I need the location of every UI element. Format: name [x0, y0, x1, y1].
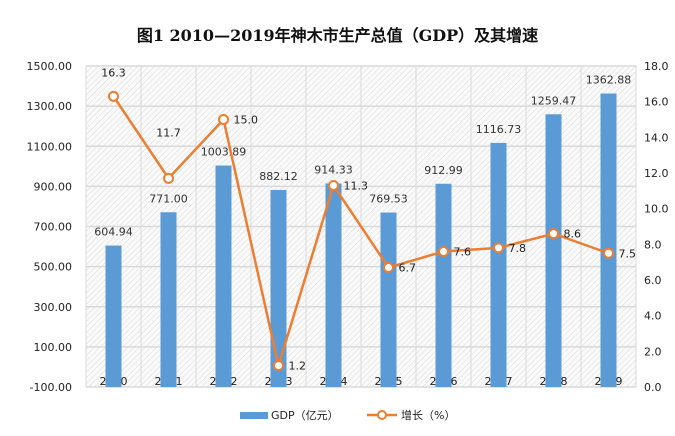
growth-data-label: 11.3 — [344, 179, 369, 192]
growth-marker — [383, 262, 394, 274]
gdp-data-label: 769.53 — [369, 193, 408, 206]
gdp-data-label: 771.00 — [149, 192, 188, 205]
gdp-bar — [380, 212, 397, 387]
gdp-data-label: 882.12 — [259, 170, 298, 183]
growth-marker — [273, 360, 284, 372]
right-tick-label: 14.0 — [644, 131, 669, 144]
gdp-bar — [435, 183, 452, 387]
left-tick-label: -100.00 — [30, 381, 72, 394]
growth-data-label: 15.0 — [234, 114, 259, 127]
growth-data-label: 6.7 — [399, 262, 417, 275]
growth-data-label: 7.8 — [509, 242, 527, 255]
left-tick-label: 100.00 — [34, 341, 73, 354]
gdp-data-label: 1003.89 — [201, 146, 247, 159]
growth-marker — [218, 114, 229, 125]
growth-marker — [438, 245, 449, 257]
growth-data-label: 11.7 — [156, 126, 181, 139]
gdp-data-label: 1259.47 — [531, 94, 577, 107]
growth-data-label: 8.6 — [564, 228, 582, 241]
growth-line — [112, 95, 609, 371]
right-tick-label: 4.0 — [644, 310, 662, 323]
growth-data-label: 7.5 — [619, 247, 637, 260]
left-tick-label: 1500.00 — [27, 60, 73, 73]
growth-marker — [163, 172, 174, 184]
gdp-bar — [160, 212, 177, 387]
growth-data-label: 16.3 — [101, 66, 126, 79]
gdp-data-label: 914.33 — [314, 164, 353, 177]
legend-growth-label: 增长（%） — [401, 408, 455, 422]
left-tick-label: 1100.00 — [27, 140, 73, 153]
gdp-data-label: 1116.73 — [476, 123, 522, 136]
right-tick-label: 12.0 — [644, 167, 669, 180]
gdp-bar — [545, 114, 562, 387]
gdp-data-label: 604.94 — [94, 226, 133, 239]
right-tick-label: 16.0 — [644, 96, 669, 109]
growth-marker — [603, 247, 614, 259]
left-tick-label: 300.00 — [34, 301, 73, 314]
gdp-bar — [600, 93, 617, 387]
left-tick-label: 700.00 — [34, 221, 73, 234]
legend-gdp-label: GDP（亿元） — [271, 409, 339, 422]
right-tick-label: 18.0 — [644, 60, 669, 73]
gdp-data-label: 912.99 — [424, 164, 463, 177]
left-tick-label: 500.00 — [34, 261, 73, 274]
gdp-bar — [270, 189, 287, 387]
right-tick-label: 6.0 — [644, 274, 662, 287]
gdp-bar — [490, 142, 507, 387]
growth-marker — [328, 179, 339, 191]
right-tick-label: 0.0 — [644, 381, 662, 394]
growth-data-label: 7.6 — [454, 245, 472, 258]
chart-title: 图1 2010—2019年神木市生产总值（GDP）及其增速 — [136, 26, 539, 45]
gdp-bar — [325, 183, 342, 387]
growth-marker — [548, 228, 559, 240]
gdp-bar — [215, 165, 232, 387]
growth-data-label: 1.2 — [289, 360, 307, 373]
right-tick-label: 10.0 — [644, 203, 669, 216]
growth-marker — [493, 242, 504, 254]
gdp-data-label: 1362.88 — [586, 74, 632, 87]
growth-marker — [108, 90, 119, 102]
right-tick-label: 8.0 — [644, 238, 662, 251]
right-tick-label: 2.0 — [644, 345, 662, 358]
gdp-bar — [105, 245, 122, 387]
left-tick-label: 900.00 — [34, 180, 73, 193]
legend-gdp-swatch — [240, 412, 268, 419]
legend-growth-marker — [377, 410, 387, 420]
left-tick-label: 1300.00 — [27, 100, 73, 113]
